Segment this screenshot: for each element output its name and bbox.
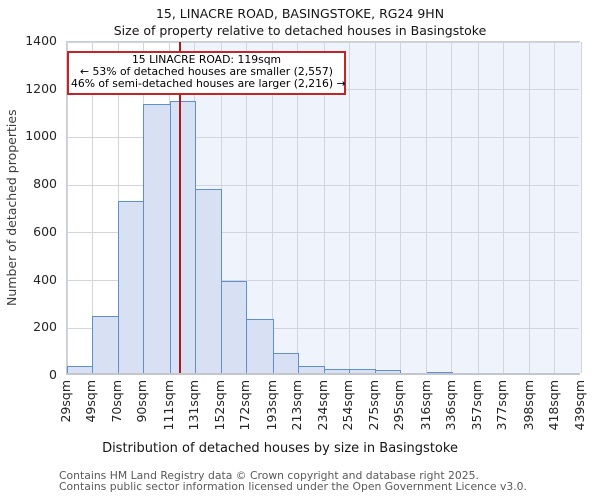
histogram-bar [221, 280, 248, 373]
x-tick-label: 90sqm [134, 380, 150, 423]
gridline-vertical [580, 42, 582, 373]
gridline-vertical [348, 42, 350, 373]
gridline-vertical [529, 42, 531, 373]
histogram-bar [194, 188, 223, 373]
gridline-horizontal [67, 327, 579, 329]
x-tick-label: 213sqm [288, 380, 304, 431]
footer-line-1: Contains HM Land Registry data © Crown c… [59, 469, 479, 482]
x-tick-label: 377sqm [494, 380, 510, 431]
x-tick-label: 439sqm [572, 380, 587, 431]
gridline-vertical [297, 42, 299, 373]
x-tick-label: 111sqm [160, 380, 176, 431]
histogram-bar [426, 371, 453, 373]
x-tick-label: 316sqm [417, 380, 433, 431]
gridline-horizontal [67, 280, 579, 282]
annotation-line-2: ← 53% of detached houses are smaller (2,… [80, 65, 333, 79]
histogram-bar [169, 101, 196, 373]
chart-subtitle: Size of property relative to detached ho… [113, 23, 487, 38]
gridline-horizontal [67, 184, 579, 186]
x-tick-label: 172sqm [237, 380, 253, 431]
gridline-vertical [91, 42, 93, 373]
x-tick-label: 152sqm [212, 380, 228, 431]
y-tick-label: 400 [33, 271, 57, 287]
histogram-bar [349, 369, 377, 373]
gridline-vertical [477, 42, 479, 373]
histogram-bar [375, 370, 402, 373]
histogram-bar [246, 318, 274, 373]
x-tick-label: 70sqm [109, 380, 125, 423]
gridline-vertical [66, 42, 68, 373]
histogram-bar [118, 200, 145, 373]
x-tick-label: 336sqm [442, 380, 458, 431]
y-tick-label: 200 [33, 319, 57, 335]
x-tick-label: 295sqm [391, 380, 407, 431]
histogram-bar [67, 365, 94, 373]
plot-area: 15 LINACRE ROAD: 119sqm ← 53% of detache… [66, 41, 582, 375]
histogram-bar [92, 315, 120, 373]
gridline-vertical [272, 42, 274, 373]
x-tick-label: 275sqm [366, 380, 382, 431]
x-tick-label: 234sqm [315, 380, 330, 431]
x-tick-label: 418sqm [545, 380, 561, 431]
histogram-bar [324, 368, 351, 373]
gridline-vertical [323, 42, 325, 373]
x-tick-label: 357sqm [469, 380, 485, 431]
gridline-vertical [245, 42, 247, 373]
y-tick-label: 0 [49, 367, 57, 382]
gridline-vertical [426, 42, 428, 373]
gridline-vertical [399, 42, 401, 373]
x-tick-label: 193sqm [263, 380, 279, 431]
gridline-horizontal [67, 232, 579, 234]
gridline-vertical [554, 42, 556, 373]
property-size-marker-line [178, 42, 181, 373]
histogram-bar [272, 352, 299, 373]
histogram-bar [143, 104, 171, 373]
y-tick-label: 600 [33, 223, 57, 239]
x-tick-label: 131sqm [185, 380, 201, 431]
gridline-vertical [451, 42, 453, 373]
gridline-vertical [374, 42, 376, 373]
y-tick-label: 800 [33, 176, 57, 192]
x-tick-label: 254sqm [340, 380, 356, 431]
y-tick-label: 1000 [25, 128, 57, 144]
x-tick-label: 49sqm [83, 380, 99, 423]
y-tick-label: 1400 [25, 33, 57, 48]
x-axis-title: Distribution of detached houses by size … [102, 441, 458, 456]
histogram-bar [297, 365, 325, 373]
chart-title: 15, LINACRE ROAD, BASINGSTOKE, RG24 9HN [155, 6, 445, 21]
gridline-vertical [502, 42, 504, 373]
y-tick-label: 1200 [25, 80, 57, 96]
annotation-line-3: 46% of semi-detached houses are larger (… [71, 77, 346, 91]
annotation-box: 15 LINACRE ROAD: 119sqm ← 53% of detache… [67, 51, 346, 95]
x-tick-label: 29sqm [58, 380, 73, 423]
gridline-horizontal [67, 136, 579, 138]
footer-line-2: Contains public sector information licen… [59, 480, 527, 493]
x-tick-label: 398sqm [520, 380, 536, 431]
gridline-horizontal [67, 41, 579, 43]
annotation-line-1: 15 LINACRE ROAD: 119sqm [131, 53, 282, 66]
